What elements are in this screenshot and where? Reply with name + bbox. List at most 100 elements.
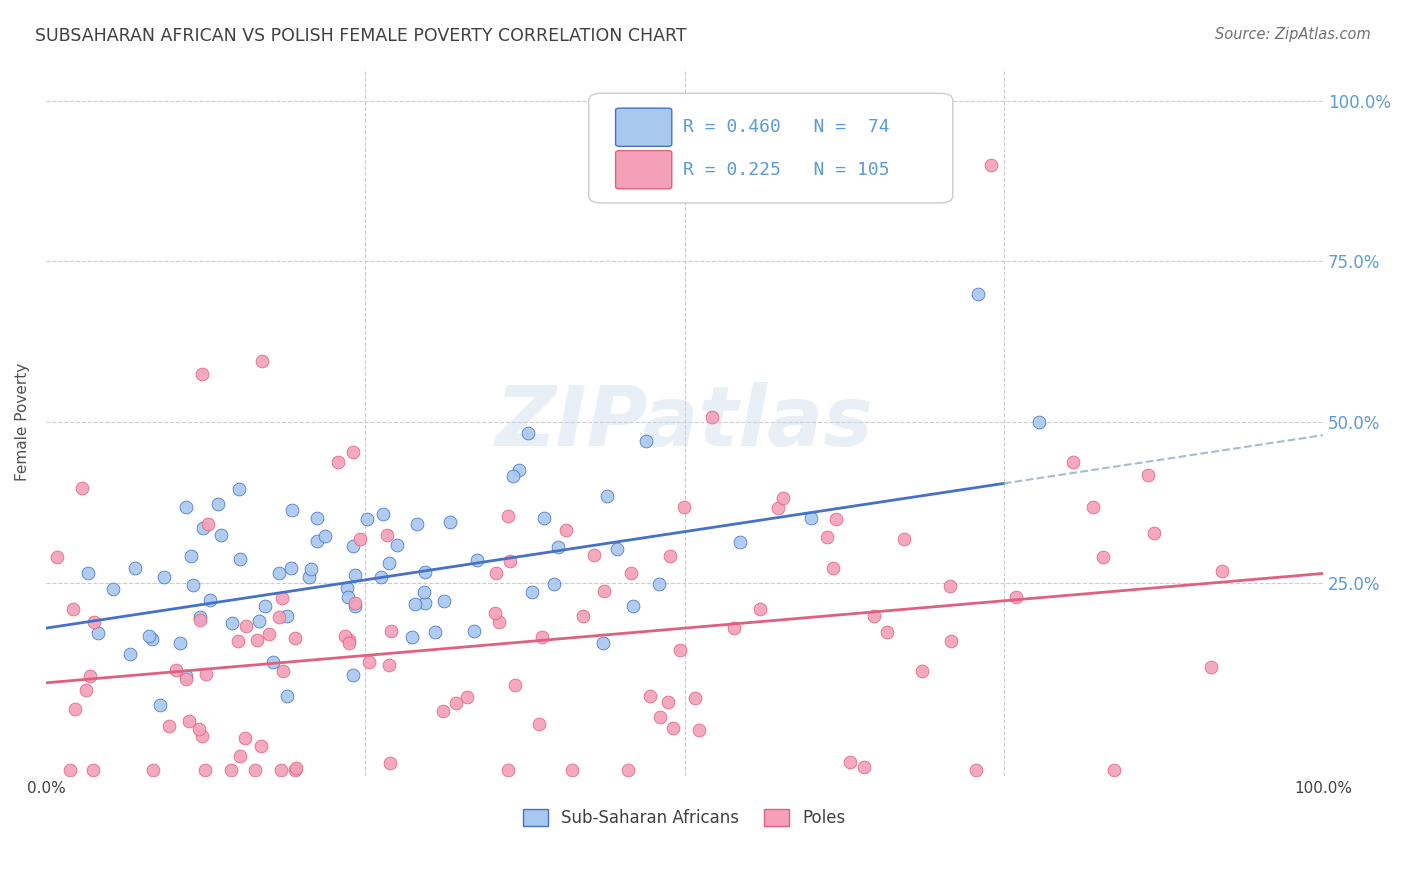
Point [413, 597, 436, 611]
Point [377, 528, 399, 542]
Point [496, 508, 519, 523]
Point [444, 696, 467, 710]
Point [650, 710, 672, 724]
Point [499, 554, 522, 568]
Point [191, 729, 214, 743]
Point [62, 601, 84, 615]
Point [658, 549, 681, 564]
Point [221, 615, 243, 630]
Point [194, 763, 217, 777]
Point [267, 566, 290, 581]
Point [647, 577, 669, 591]
Point [280, 503, 302, 517]
Point [592, 636, 614, 650]
Point [149, 698, 172, 712]
Point [141, 632, 163, 647]
Point [488, 615, 510, 630]
Point [349, 532, 371, 546]
Point [337, 632, 360, 647]
Point [593, 584, 616, 599]
Point [876, 625, 898, 640]
Point [252, 353, 274, 368]
Point [269, 609, 291, 624]
Point [378, 756, 401, 770]
Point [823, 561, 845, 575]
Point [70, 481, 93, 495]
Text: R = 0.460   N =  74: R = 0.460 N = 74 [683, 119, 890, 136]
Point [413, 585, 436, 599]
Point [463, 624, 485, 639]
Point [893, 532, 915, 546]
Point [336, 590, 359, 604]
Point [344, 567, 367, 582]
Point [939, 634, 962, 648]
Point [138, 629, 160, 643]
Point [82, 763, 104, 777]
Point [180, 549, 202, 564]
FancyBboxPatch shape [616, 151, 672, 189]
Point [484, 606, 506, 620]
Point [380, 624, 402, 638]
Point [1143, 526, 1166, 541]
Point [498, 763, 520, 777]
Point [276, 689, 298, 703]
Point [543, 576, 565, 591]
Point [280, 561, 302, 575]
Point [124, 561, 146, 575]
Point [378, 657, 401, 672]
Point [142, 763, 165, 777]
Text: R = 0.225   N = 105: R = 0.225 N = 105 [683, 161, 890, 178]
Point [554, 523, 576, 537]
Point [276, 609, 298, 624]
Point [75, 683, 97, 698]
Point [188, 613, 211, 627]
Point [561, 763, 583, 777]
Point [342, 668, 364, 682]
Point [152, 569, 174, 583]
Point [640, 689, 662, 703]
Point [688, 723, 710, 738]
Point [174, 672, 197, 686]
Point [508, 463, 530, 477]
FancyBboxPatch shape [589, 94, 953, 203]
Point [344, 596, 367, 610]
Point [616, 763, 638, 777]
Point [1004, 590, 1026, 604]
Point [683, 690, 706, 705]
Point [1211, 564, 1233, 578]
Point [723, 621, 745, 635]
Point [1199, 660, 1222, 674]
Point [228, 633, 250, 648]
Point [824, 512, 846, 526]
Point [385, 538, 408, 552]
Point [342, 539, 364, 553]
Point [249, 739, 271, 753]
Point [63, 702, 86, 716]
Point [233, 731, 256, 745]
Point [423, 624, 446, 639]
Point [529, 717, 551, 731]
Point [662, 721, 685, 735]
Point [326, 455, 349, 469]
Point [1102, 763, 1125, 777]
Point [174, 669, 197, 683]
Point [728, 535, 751, 549]
FancyBboxPatch shape [616, 108, 672, 146]
Text: SUBSAHARAN AFRICAN VS POLISH FEMALE POVERTY CORRELATION CHART: SUBSAHARAN AFRICAN VS POLISH FEMALE POVE… [35, 27, 686, 45]
Point [530, 630, 553, 644]
Point [1062, 455, 1084, 469]
Point [207, 497, 229, 511]
Point [583, 548, 606, 562]
Point [700, 409, 723, 424]
Point [83, 615, 105, 629]
Point [157, 718, 180, 732]
Point [254, 599, 277, 613]
Point [177, 714, 200, 729]
Point [673, 500, 696, 514]
Point [284, 631, 307, 645]
Point [87, 625, 110, 640]
Point [401, 630, 423, 644]
Point [229, 551, 252, 566]
Point [209, 528, 232, 542]
Point [271, 591, 294, 605]
